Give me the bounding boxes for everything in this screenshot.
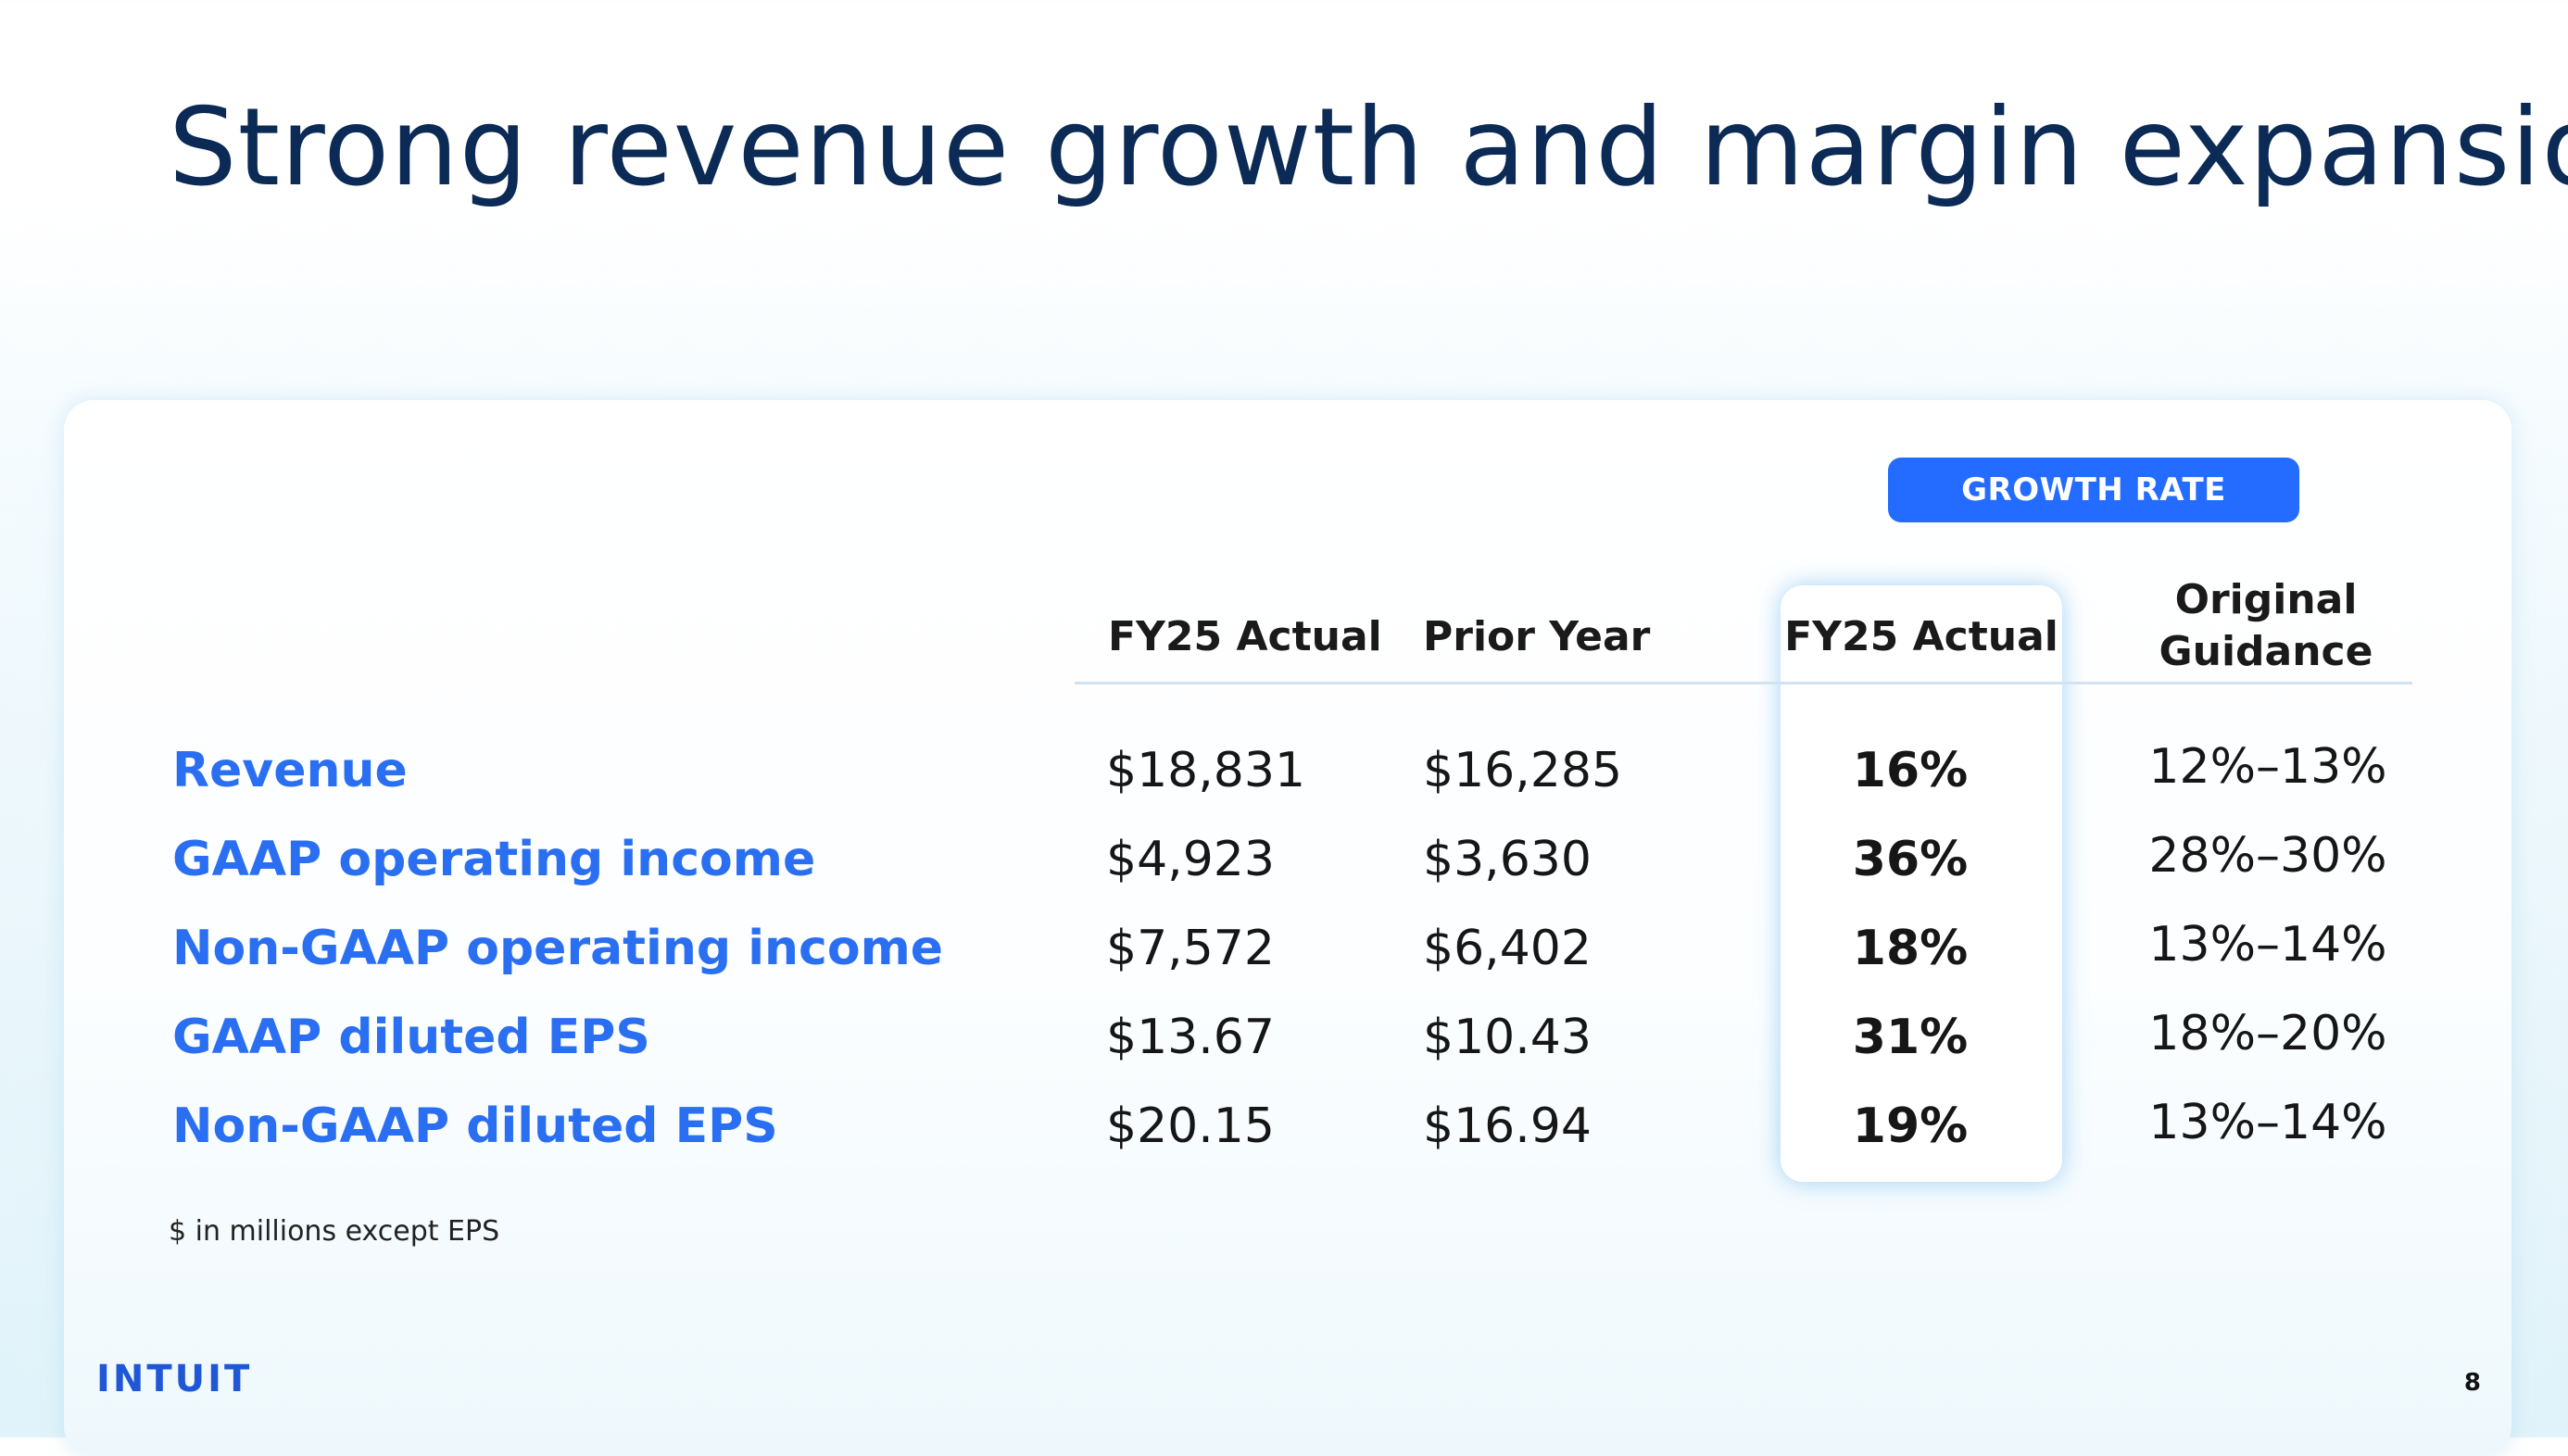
fy25-growth-highlight xyxy=(1781,585,2062,1182)
header-divider xyxy=(1075,682,2412,684)
cell-fy25-actual: $20.15 xyxy=(1106,1098,1275,1154)
cell-growth: 19% xyxy=(1852,1098,1969,1154)
cell-growth: 18% xyxy=(1852,921,1969,976)
row-label-revenue: Revenue xyxy=(172,743,408,798)
cell-fy25-actual: $18,831 xyxy=(1106,743,1306,798)
cell-prior-year: $6,402 xyxy=(1423,921,1592,976)
cell-fy25-actual: $13.67 xyxy=(1106,1010,1275,1065)
footnote: $ in millions except EPS xyxy=(169,1215,500,1248)
cell-guidance: 18%–20% xyxy=(2148,1006,2387,1061)
page-number: 8 xyxy=(2463,1369,2481,1397)
cell-fy25-actual: $4,923 xyxy=(1106,832,1275,887)
col-header-original-guidance-line1: Original xyxy=(2174,576,2358,623)
cell-guidance: 13%–14% xyxy=(2148,917,2387,973)
cell-growth: 16% xyxy=(1852,743,1969,798)
row-label-non-gaap-diluted-eps: Non-GAAP diluted EPS xyxy=(172,1098,778,1154)
cell-growth: 36% xyxy=(1852,832,1969,887)
cell-prior-year: $3,630 xyxy=(1423,832,1592,887)
cell-fy25-actual: $7,572 xyxy=(1106,921,1275,976)
col-header-growth-fy25-actual: FY25 Actual xyxy=(1784,613,2058,660)
cell-guidance: 28%–30% xyxy=(2148,828,2387,884)
results-card xyxy=(64,400,2511,1456)
cell-prior-year: $16,285 xyxy=(1423,743,1623,798)
growth-rate-header: GROWTH RATE xyxy=(1888,458,2299,522)
slide-title: Strong revenue growth and margin expansi… xyxy=(169,85,2568,210)
intuit-logo: INTUIT xyxy=(96,1358,253,1400)
row-label-gaap-operating-income: GAAP operating income xyxy=(172,832,816,887)
cell-growth: 31% xyxy=(1852,1010,1969,1065)
cell-prior-year: $10.43 xyxy=(1423,1010,1592,1065)
cell-guidance: 12%–13% xyxy=(2148,739,2387,795)
cell-prior-year: $16.94 xyxy=(1423,1098,1592,1154)
row-label-non-gaap-operating-income: Non-GAAP operating income xyxy=(172,921,944,976)
col-header-prior-year: Prior Year xyxy=(1423,613,1651,660)
col-header-fy25-actual: FY25 Actual xyxy=(1108,613,1382,660)
cell-guidance: 13%–14% xyxy=(2148,1095,2387,1150)
row-label-gaap-diluted-eps: GAAP diluted EPS xyxy=(172,1010,650,1065)
col-header-original-guidance-line2: Guidance xyxy=(2159,628,2373,675)
